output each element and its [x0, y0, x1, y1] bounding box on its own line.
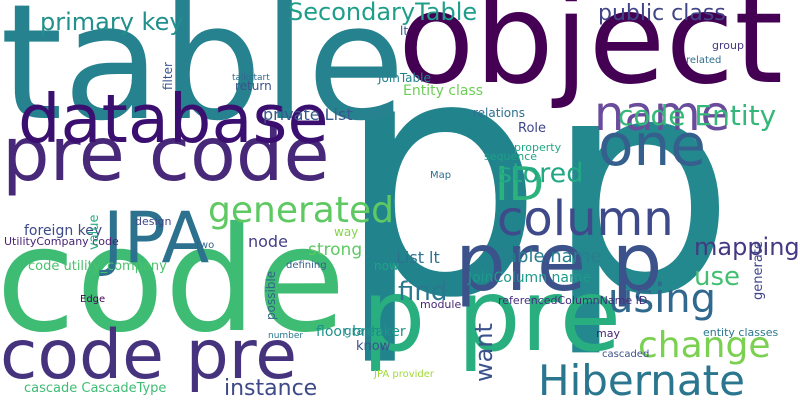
word: use	[694, 262, 740, 292]
word: want	[470, 323, 498, 382]
word: strong	[308, 240, 362, 260]
word: design	[135, 215, 172, 228]
word: stored	[498, 158, 583, 189]
word: referencedColumnName ID	[498, 294, 647, 307]
word: return	[235, 79, 272, 93]
word: instance	[224, 376, 317, 400]
word: module	[420, 298, 461, 311]
word: UtilityCompany code	[4, 235, 119, 248]
word: column	[497, 191, 674, 247]
word: find	[398, 277, 447, 307]
word: Entity class	[403, 83, 483, 99]
word: talkstart	[232, 73, 270, 83]
word: code utility_company	[28, 259, 167, 274]
word: database	[18, 80, 329, 158]
word: Table name	[497, 246, 601, 267]
word: p	[545, 12, 735, 361]
word: p pre	[362, 257, 621, 374]
word: change	[638, 325, 771, 366]
word: code Entity	[618, 99, 776, 132]
word: name	[594, 86, 730, 142]
word: two	[196, 240, 214, 251]
word: filter	[161, 62, 175, 90]
word: primary key	[40, 8, 184, 36]
word: property	[514, 141, 562, 154]
word: pre p	[455, 216, 662, 309]
word: generated	[208, 190, 394, 231]
word: may	[596, 327, 620, 340]
word: graph	[344, 324, 379, 338]
word: cascade CascadeType	[24, 381, 166, 396]
word: floor breaker	[316, 324, 406, 340]
word: cascaded	[602, 349, 649, 360]
word: possible	[264, 271, 278, 320]
word: foreign key	[24, 223, 102, 239]
word: JPA	[99, 197, 209, 279]
word: mapping	[694, 233, 800, 261]
word: defining	[286, 260, 327, 271]
word: Hibernate	[538, 356, 745, 400]
word: JPA provider	[373, 369, 435, 380]
word: JoinTable	[377, 71, 431, 85]
word: now	[374, 259, 399, 273]
word: object	[398, 0, 783, 112]
word: related	[686, 55, 721, 66]
word: Edge	[80, 294, 105, 305]
word: entity classes	[703, 326, 779, 339]
word: generate	[751, 241, 766, 300]
word: public class	[598, 1, 726, 26]
word: group	[712, 39, 744, 52]
word: lt	[400, 24, 408, 38]
word: value	[87, 214, 102, 250]
word: table	[0, 0, 405, 156]
word: sequence	[484, 150, 537, 163]
word: ID	[495, 157, 544, 211]
word: Map	[430, 170, 451, 181]
word: code pre	[0, 316, 297, 395]
word: List lt	[396, 248, 440, 267]
word: number	[268, 331, 303, 341]
word: pre code	[2, 110, 330, 198]
word: private List	[263, 105, 353, 124]
word: JoinColumn name	[467, 270, 591, 286]
word: p	[335, 0, 544, 370]
word: code	[0, 196, 346, 365]
word: relations	[473, 106, 525, 120]
word: Role	[518, 121, 546, 136]
word: SecondaryTable	[288, 0, 477, 26]
word: know	[356, 339, 391, 354]
word: using	[608, 276, 716, 322]
word: way	[334, 225, 358, 239]
word: node	[248, 232, 288, 251]
word: one	[598, 111, 706, 179]
